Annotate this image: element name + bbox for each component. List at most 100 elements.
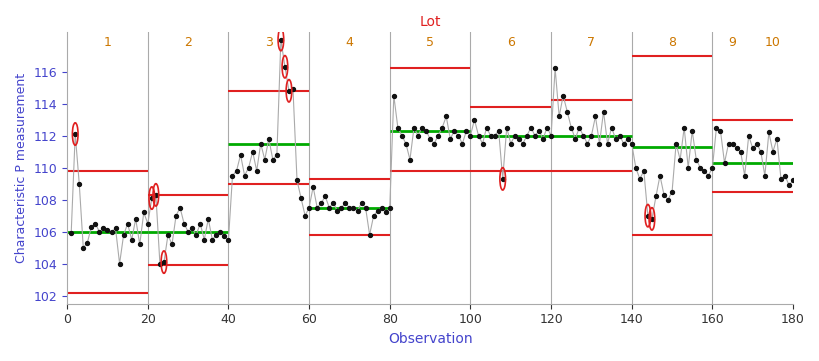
- Point: [206, 237, 219, 243]
- Point: [584, 133, 597, 139]
- Point: [475, 141, 488, 147]
- Point: [781, 182, 794, 188]
- Point: [523, 125, 536, 131]
- Point: [669, 141, 682, 147]
- Point: [632, 176, 645, 182]
- Point: [427, 141, 440, 147]
- Point: [395, 133, 408, 139]
- Point: [725, 141, 738, 147]
- Point: [464, 133, 477, 139]
- Point: [242, 165, 255, 170]
- Point: [165, 242, 179, 247]
- Point: [527, 133, 541, 139]
- Point: [218, 234, 231, 239]
- Point: [737, 173, 750, 179]
- Point: [504, 141, 517, 147]
- Point: [80, 240, 93, 246]
- Point: [447, 128, 460, 134]
- Point: [170, 213, 183, 218]
- Point: [572, 125, 585, 131]
- Point: [302, 205, 315, 210]
- Point: [174, 205, 187, 210]
- Point: [451, 133, 464, 139]
- Point: [564, 125, 577, 131]
- Point: [233, 152, 247, 158]
- Point: [399, 141, 412, 147]
- Point: [544, 133, 557, 139]
- Point: [363, 232, 376, 238]
- Point: [540, 125, 553, 131]
- Point: [604, 125, 618, 131]
- Point: [419, 128, 432, 134]
- Text: 1: 1: [103, 36, 111, 49]
- Point: [729, 145, 742, 151]
- Point: [355, 200, 368, 206]
- Point: [613, 133, 626, 139]
- Point: [600, 141, 613, 147]
- Point: [455, 141, 468, 147]
- Point: [769, 136, 782, 142]
- Point: [657, 192, 670, 198]
- Point: [576, 133, 589, 139]
- Text: 7: 7: [586, 36, 595, 49]
- Point: [109, 226, 122, 231]
- Point: [512, 136, 525, 142]
- Point: [323, 205, 336, 210]
- Point: [415, 125, 428, 131]
- Point: [113, 261, 126, 266]
- Point: [222, 237, 235, 243]
- Point: [487, 133, 500, 139]
- Point: [508, 133, 521, 139]
- Point: [105, 229, 118, 235]
- Point: [705, 165, 718, 170]
- Point: [777, 173, 790, 179]
- Point: [495, 176, 509, 182]
- Point: [193, 221, 206, 227]
- Point: [210, 232, 223, 238]
- Point: [382, 205, 396, 210]
- Point: [84, 224, 97, 230]
- Point: [310, 205, 324, 210]
- Point: [516, 141, 529, 147]
- Point: [403, 157, 416, 162]
- Point: [371, 208, 384, 214]
- Point: [367, 213, 380, 218]
- Point: [346, 205, 360, 210]
- Point: [294, 195, 307, 201]
- Point: [624, 141, 637, 147]
- Point: [351, 208, 364, 214]
- Point: [338, 200, 351, 206]
- Point: [141, 221, 154, 227]
- Point: [717, 160, 731, 166]
- Point: [226, 173, 239, 179]
- Point: [491, 128, 505, 134]
- Point: [649, 193, 662, 199]
- Point: [262, 136, 275, 142]
- Point: [270, 152, 283, 158]
- Point: [153, 261, 166, 266]
- X-axis label: Observation: Observation: [387, 332, 472, 346]
- Text: 3: 3: [265, 36, 273, 49]
- Point: [773, 176, 786, 182]
- Point: [407, 125, 420, 131]
- Point: [785, 178, 799, 183]
- Point: [178, 221, 191, 227]
- Point: [157, 259, 170, 265]
- Point: [676, 125, 690, 131]
- Point: [741, 133, 754, 139]
- Point: [266, 157, 279, 162]
- Title: Lot: Lot: [419, 15, 441, 29]
- Point: [375, 205, 388, 210]
- Point: [378, 210, 391, 216]
- Point: [733, 149, 746, 155]
- Point: [628, 165, 641, 170]
- Text: 8: 8: [667, 36, 675, 49]
- Point: [137, 210, 150, 216]
- Point: [387, 93, 400, 99]
- Point: [592, 141, 605, 147]
- Point: [439, 113, 452, 119]
- Point: [580, 141, 593, 147]
- Point: [145, 195, 158, 201]
- Point: [468, 117, 481, 122]
- Text: 4: 4: [345, 36, 353, 49]
